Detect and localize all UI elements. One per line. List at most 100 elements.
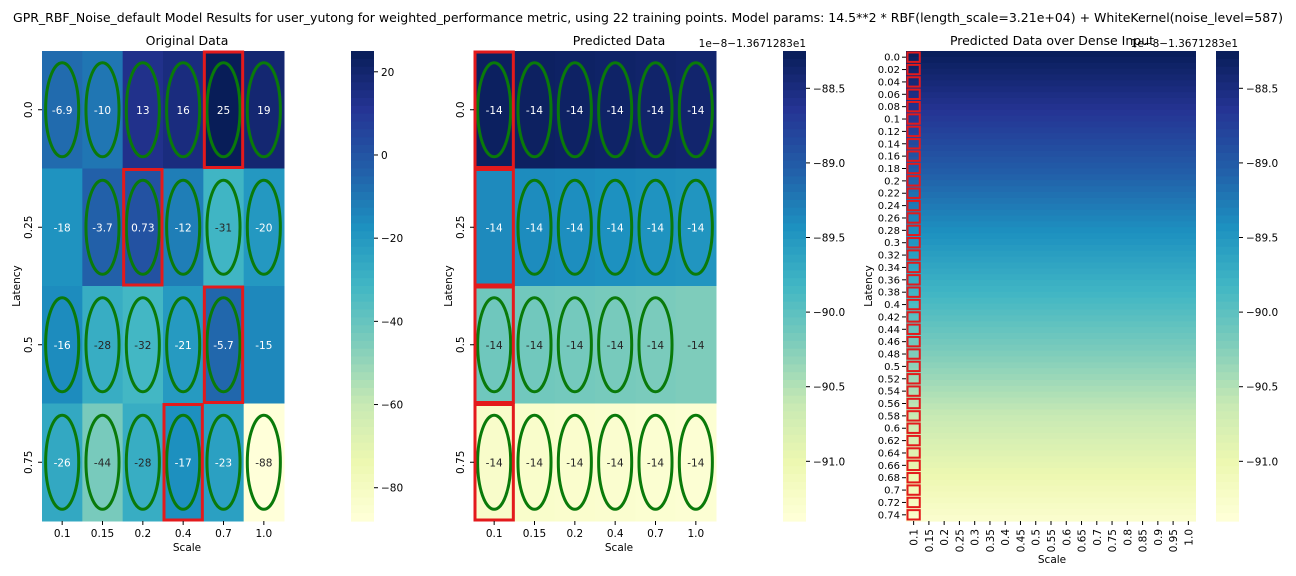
original-cell [82, 51, 124, 169]
original-cell-label: -10 [94, 105, 111, 117]
original-cell [163, 51, 204, 169]
original-colorbar-band [351, 66, 374, 76]
original-cell-label: -3.7 [92, 222, 113, 234]
dense-band [906, 427, 1196, 434]
dense-band [906, 333, 1196, 340]
predicted-colorbar-band [783, 505, 806, 514]
dense-colorbar-label: −91.0 [1246, 456, 1278, 468]
original-colorbar-band [351, 364, 374, 373]
original-cell-label: -26 [54, 457, 71, 469]
dense-band [906, 256, 1196, 264]
dense-colorbar-band [1216, 372, 1239, 381]
predicted-colorbar-label: −89.0 [813, 158, 845, 170]
original-cell-label: -6.9 [52, 105, 73, 117]
panel-dense-data: Predicted Data over Dense Input 0.1 0.15 0… [863, 33, 1278, 566]
original-colorbar-band [351, 442, 374, 452]
panel-predicted-title: Predicted Data [573, 33, 666, 48]
predicted-ellipse-marker [516, 296, 553, 394]
dense-y-tick-label: 0.02 [878, 65, 900, 76]
original-cell-label: -88 [255, 457, 272, 469]
dense-band [906, 356, 1196, 363]
dense-highlight-cell [906, 298, 921, 311]
original-colorbar-band [351, 51, 374, 60]
predicted-colorbar-band [783, 442, 806, 452]
predicted-cell [514, 51, 556, 169]
dense-band [906, 192, 1196, 199]
dense-highlight-cell [906, 237, 921, 249]
original-cell-label: 16 [176, 105, 190, 117]
dense-band [906, 438, 1196, 446]
predicted-ellipse-marker [597, 61, 634, 159]
predicted-colorbar-band [783, 466, 806, 475]
predicted-colorbar-band [783, 372, 806, 381]
predicted-colorbar-band [783, 270, 806, 279]
predicted-cell [595, 51, 636, 169]
predicted-colorbar-offset: 1e−8−1.3671283e1 [699, 38, 806, 50]
predicted-cell [474, 403, 515, 522]
original-ellipse-marker [44, 413, 81, 511]
original-x-tick-label: 0.15 [91, 528, 114, 540]
original-cell [42, 286, 83, 404]
dense-band [906, 250, 1196, 258]
dense-band [906, 233, 1196, 240]
dense-x-tick-label: 0.15 [924, 529, 936, 552]
predicted-colorbar-band [783, 434, 806, 444]
dense-colorbar-band [1216, 51, 1239, 60]
original-colorbar-band [351, 372, 374, 381]
dense-y-tick-label: 0.72 [878, 498, 900, 509]
original-y-tick-label: 0.0 [23, 101, 35, 118]
dense-band [906, 327, 1196, 334]
predicted-cell [675, 168, 717, 287]
dense-highlight-cell [906, 51, 921, 63]
original-colorbar-band [351, 403, 374, 412]
predicted-cell-label: -14 [526, 340, 543, 352]
original-cell-label: -17 [175, 457, 192, 469]
predicted-ellipse-marker [597, 413, 634, 511]
original-colorbar-band [351, 207, 374, 217]
original-colorbar-band [351, 325, 374, 334]
predicted-colorbar-band [783, 333, 806, 342]
predicted-cell [514, 403, 556, 522]
dense-x-tick-label: 0.35 [985, 529, 997, 552]
original-colorbar: 20 0 −20 −40 −60 −80 [351, 51, 403, 522]
predicted-cell-label: -14 [566, 340, 583, 352]
original-colorbar-band [351, 293, 374, 303]
dense-y-tick-label: 0.4 [884, 300, 900, 311]
predicted-cell-label: -14 [687, 457, 704, 469]
original-ellipse-marker [124, 296, 161, 394]
original-colorbar-band [351, 419, 374, 428]
dense-highlight-cell [906, 88, 921, 100]
dense-highlight-cell [906, 175, 921, 187]
dense-colorbar-band [1216, 442, 1239, 452]
dense-x-tick-label: 0.95 [1168, 529, 1180, 552]
predicted-ellipse-marker [556, 178, 593, 276]
dense-y-tick-label: 0.36 [878, 275, 900, 286]
original-colorbar-band [351, 286, 374, 295]
dense-colorbar-band [1216, 239, 1239, 248]
dense-colorbar-label: −89.0 [1246, 158, 1278, 170]
dense-colorbar-band [1216, 105, 1239, 115]
dense-colorbar-band [1216, 223, 1239, 232]
original-xlabel: Scale [173, 542, 201, 554]
predicted-colorbar-band [783, 364, 806, 373]
original-heatmap-cells: -6.9 -10 13 16 25 19 -18 -3.7 0.73 -12 -31 -20 -16 -2… [42, 50, 285, 522]
dense-colorbar-band [1216, 481, 1239, 491]
dense-colorbar-band [1216, 317, 1239, 326]
dense-colorbar-band [1216, 278, 1239, 287]
predicted-colorbar-band [783, 199, 806, 209]
predicted-colorbar-band [783, 51, 806, 60]
predicted-colorbar-band [783, 215, 806, 224]
dense-highlight-cell [906, 199, 921, 212]
dense-colorbar-band [1216, 348, 1239, 358]
predicted-ellipse-marker [597, 178, 634, 276]
predicted-colorbar-band [783, 98, 806, 107]
predicted-cell-label: -14 [687, 105, 704, 117]
dense-band [906, 209, 1196, 217]
original-cell [203, 403, 245, 522]
original-colorbar-label: −80 [381, 483, 403, 495]
dense-band [906, 174, 1196, 181]
dense-colorbar-band [1216, 270, 1239, 279]
dense-band [906, 262, 1196, 269]
original-cell [203, 51, 245, 169]
predicted-colorbar-band [783, 513, 806, 522]
